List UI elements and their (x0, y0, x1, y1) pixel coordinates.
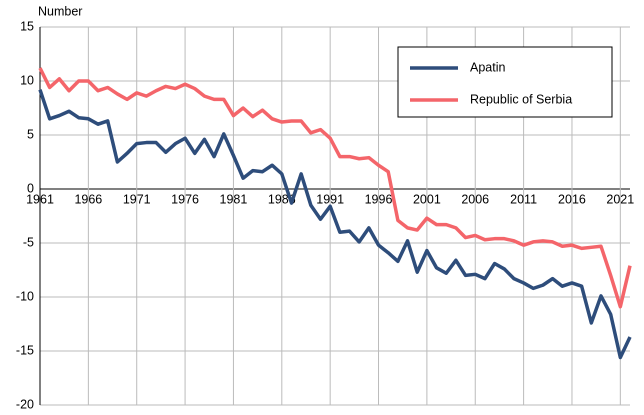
y-tick-label: -20 (16, 397, 34, 410)
x-tick-label: 1981 (220, 192, 248, 206)
data-line (38, 89, 632, 360)
y-tick-label: 15 (20, 19, 34, 33)
x-tick-label: 2011 (510, 192, 537, 206)
y-tick-label: -10 (16, 289, 34, 303)
y-axis-label: Number (38, 4, 82, 18)
y-tick-label: 10 (20, 73, 34, 87)
x-tick-label: 1971 (123, 192, 151, 206)
y-tick-label: 5 (27, 127, 34, 141)
y-tick-label: 0 (27, 181, 34, 195)
y-tick-label: -15 (16, 343, 34, 357)
x-tick-label: 2001 (413, 192, 441, 206)
x-tick-label: 2006 (461, 192, 489, 206)
x-tick-label: 1976 (171, 192, 199, 206)
y-tick-label: -5 (23, 235, 34, 249)
x-tick-label: 1991 (316, 192, 344, 206)
legend-label: Apatin (470, 60, 505, 74)
x-tick-label: 1996 (365, 192, 393, 206)
x-tick-label: 1966 (74, 192, 102, 206)
legend-box (397, 46, 613, 118)
legend-label: Republic of Serbia (470, 92, 572, 106)
x-tick-label: 2021 (606, 192, 634, 206)
data-line (38, 67, 632, 309)
x-tick-label: 2016 (558, 192, 586, 206)
